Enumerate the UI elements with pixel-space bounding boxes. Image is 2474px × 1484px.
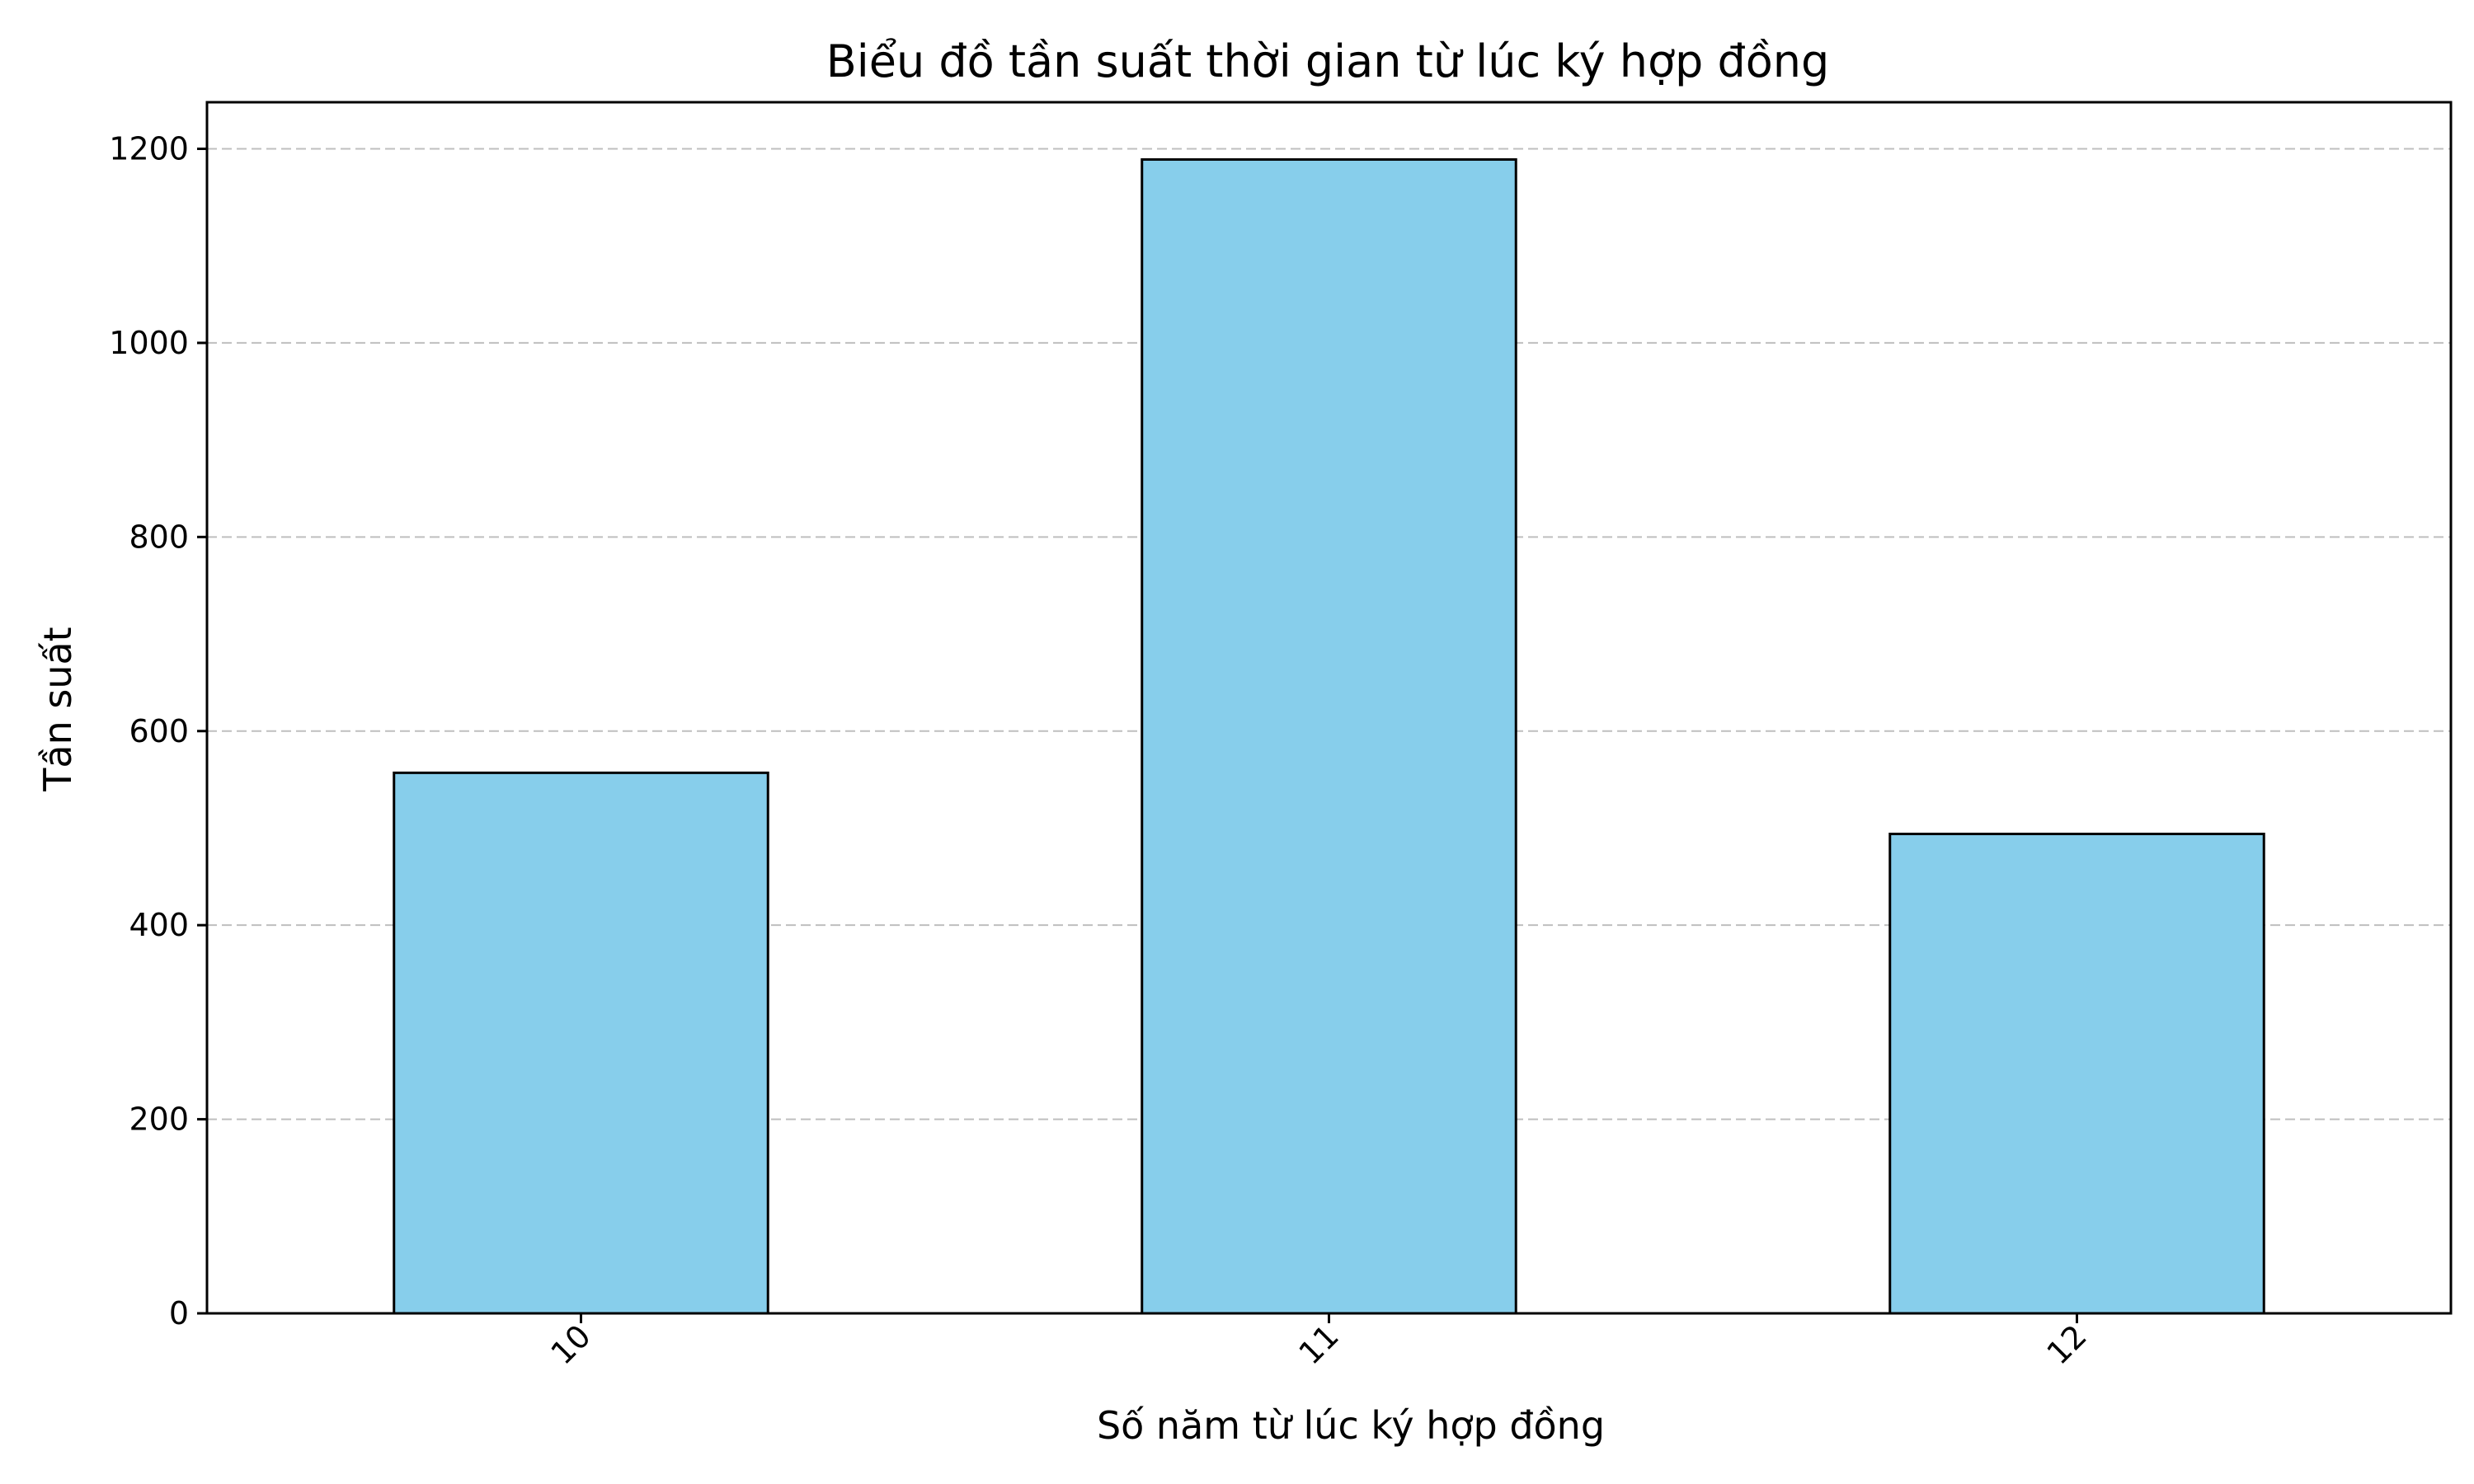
bars <box>393 157 2265 1315</box>
chart-title: Biểu đồ tần suất thời gian từ lúc ký hợp… <box>826 35 1830 87</box>
y-axis-ticks: 0 200 400 600 800 1000 1200 <box>109 131 207 1331</box>
y-tick-label-5: 1000 <box>109 325 189 361</box>
x-axis-ticks: 10 11 12 <box>544 1313 2094 1372</box>
y-tick-label-4: 800 <box>129 519 189 555</box>
x-tick-label-10: 10 <box>544 1317 598 1371</box>
y-tick-label-2: 400 <box>129 907 189 943</box>
y-tick-label-3: 600 <box>129 713 189 749</box>
bar-12 <box>1888 833 2265 1315</box>
y-tick-label-1: 200 <box>129 1101 189 1138</box>
x-tick-label-12: 12 <box>2040 1317 2094 1371</box>
y-axis-label: Tần suất <box>35 627 80 791</box>
plot-area-frame <box>205 101 2453 1315</box>
bar-10 <box>393 771 769 1315</box>
x-tick-label-11: 11 <box>1292 1317 1346 1371</box>
x-axis-label: Số năm từ lúc ký hợp đồng <box>1097 1403 1605 1448</box>
bar-11 <box>1141 157 1517 1315</box>
y-tick-label-0: 0 <box>169 1295 189 1331</box>
y-tick-label-6: 1200 <box>109 131 189 167</box>
